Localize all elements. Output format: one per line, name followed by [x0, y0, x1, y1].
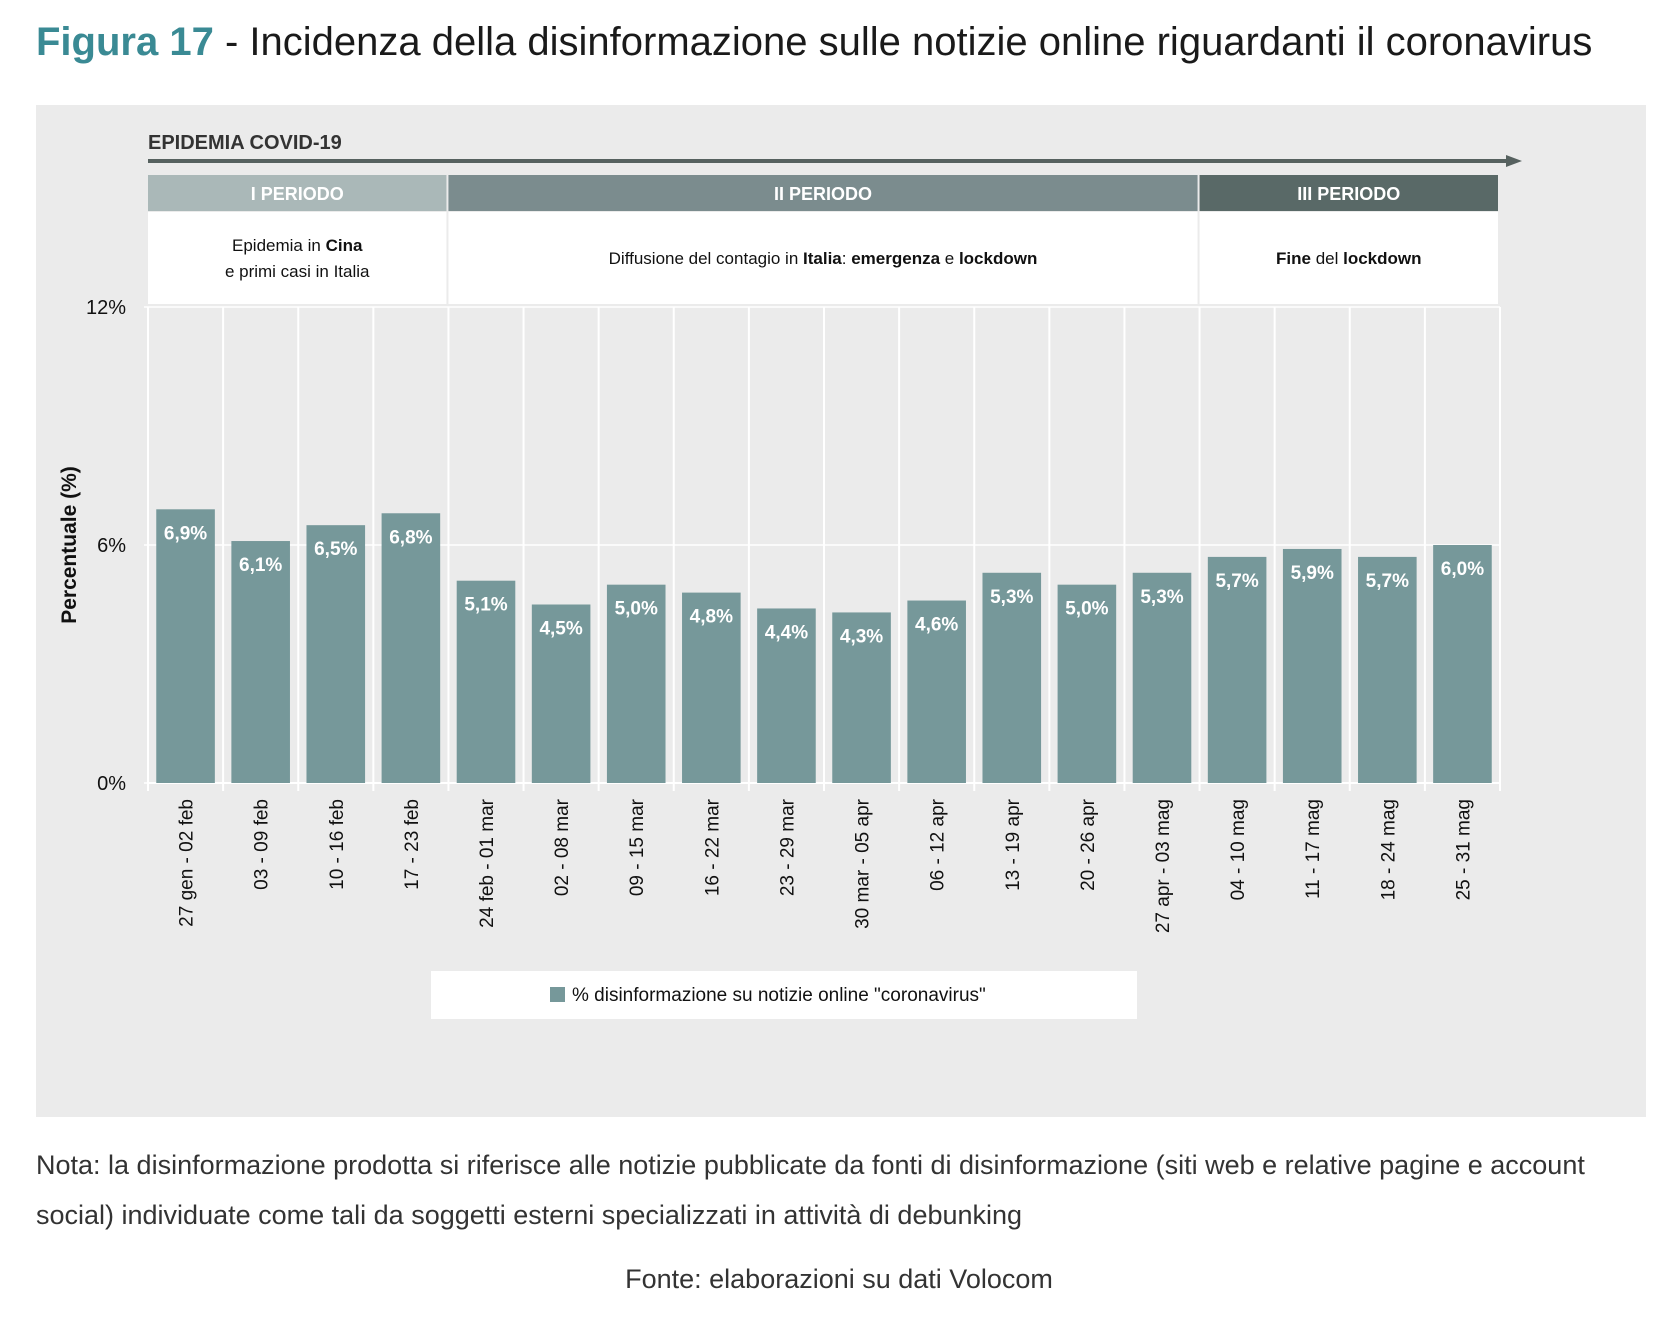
x-tick-label: 11 - 17 mag [1303, 799, 1324, 899]
x-tick-label: 03 - 09 feb [252, 799, 273, 890]
bar [1057, 584, 1117, 783]
bar [1132, 572, 1192, 783]
period-header [1199, 175, 1498, 211]
bar-value-label: 5,1% [464, 595, 507, 616]
bar [1207, 556, 1267, 783]
figure-number: Figura 17 [36, 20, 214, 64]
y-tick-label: 12% [86, 297, 126, 319]
period-header-label: III PERIODO [1297, 184, 1400, 204]
bar [606, 584, 666, 783]
x-tick-label: 27 apr - 03 mag [1153, 799, 1174, 933]
x-tick-label: 18 - 24 mag [1378, 799, 1399, 900]
bar [907, 600, 966, 783]
chart-note: Nota: la disinformazione prodotta si rif… [36, 1150, 1585, 1230]
x-tick-label: 04 - 10 mag [1228, 799, 1249, 900]
bar-value-label: 5,3% [1140, 587, 1183, 608]
bar [531, 604, 591, 783]
chart-source: Fonte: elaborazioni su dati Volocom [625, 1264, 1053, 1294]
bar [306, 525, 366, 783]
chart-panel: EPIDEMIA COVID-19 I PERIODO Epidemia in Ci… [36, 105, 1646, 1117]
period-description: e primi casi in Italia [225, 262, 370, 281]
x-tick-label: 20 - 26 apr [1078, 798, 1099, 891]
x-tick-label: 09 - 15 mar [627, 798, 648, 896]
timeline-arrow-head [1506, 155, 1522, 167]
legend-swatch [550, 987, 565, 1002]
bar [231, 541, 290, 783]
bar-value-label: 6,0% [1441, 559, 1484, 580]
bar [456, 580, 516, 783]
bar-value-label: 4,6% [915, 615, 958, 636]
bar [381, 513, 441, 783]
figure-title-text: - Incidenza della disinformazione sulle … [224, 20, 1593, 64]
period-description: Epidemia in Cina [232, 236, 363, 255]
period-description-box [448, 212, 1198, 304]
bar [832, 612, 891, 783]
bar [757, 608, 816, 783]
bar-value-label: 6,8% [389, 527, 432, 548]
bar [1433, 545, 1492, 783]
bar-value-label: 5,0% [615, 599, 658, 620]
legend-box [431, 971, 1137, 1019]
bar-chart: EPIDEMIA COVID-19 I PERIODO Epidemia in Ci… [58, 132, 1522, 1019]
x-tick-label: 10 - 16 feb [327, 799, 348, 890]
bar-value-label: 4,8% [690, 607, 733, 628]
x-tick-label: 24 feb - 01 mar [477, 798, 498, 928]
period-header [148, 175, 447, 211]
y-tick-label: 0% [97, 773, 126, 795]
period-header-label: II PERIODO [774, 184, 872, 204]
y-axis-title: Percentuale (%) [58, 466, 81, 624]
x-tick-label: 23 - 29 mar [777, 798, 798, 896]
bar [1358, 556, 1417, 783]
bar [156, 509, 215, 783]
bar-value-label: 5,9% [1291, 563, 1334, 584]
x-tick-label: 27 gen - 02 feb [177, 799, 198, 927]
bar-value-label: 6,1% [239, 555, 282, 576]
bar-value-label: 6,9% [164, 523, 207, 544]
x-tick-label: 16 - 22 mar [702, 798, 723, 896]
bar-value-label: 6,5% [314, 539, 357, 560]
bar-value-label: 5,0% [1065, 599, 1108, 620]
period-header [448, 175, 1198, 211]
figure-title: Figura 17 - Incidenza della disinformazi… [36, 20, 1592, 65]
period-description-box [1199, 212, 1498, 304]
period-description: Diffusione del contagio in Italia: emerg… [609, 249, 1038, 268]
timeline-label: EPIDEMIA COVID-19 [148, 132, 342, 154]
period-description-box [148, 212, 447, 304]
x-tick-label: 02 - 08 mar [552, 798, 573, 896]
x-tick-label: 13 - 19 apr [1003, 798, 1024, 891]
period-header-label: I PERIODO [251, 184, 344, 204]
bar-value-label: 4,4% [765, 622, 808, 643]
bar [982, 572, 1042, 783]
bar-value-label: 5,3% [990, 587, 1033, 608]
bar-value-label: 5,7% [1215, 571, 1258, 592]
bar-value-label: 5,7% [1366, 571, 1409, 592]
x-tick-label: 30 mar - 05 apr [853, 798, 874, 929]
y-tick-label: 6% [97, 535, 126, 557]
x-tick-label: 06 - 12 apr [928, 798, 949, 891]
bar-value-label: 4,3% [840, 626, 883, 647]
x-tick-label: 17 - 23 feb [402, 799, 423, 890]
bar-value-label: 4,5% [539, 619, 582, 640]
period-description: Fine del lockdown [1276, 249, 1422, 268]
x-tick-label: 25 - 31 mag [1453, 799, 1474, 900]
bar [682, 592, 741, 783]
bar [1282, 548, 1342, 783]
legend-label: % disinformazione su notizie online "cor… [572, 985, 986, 1006]
